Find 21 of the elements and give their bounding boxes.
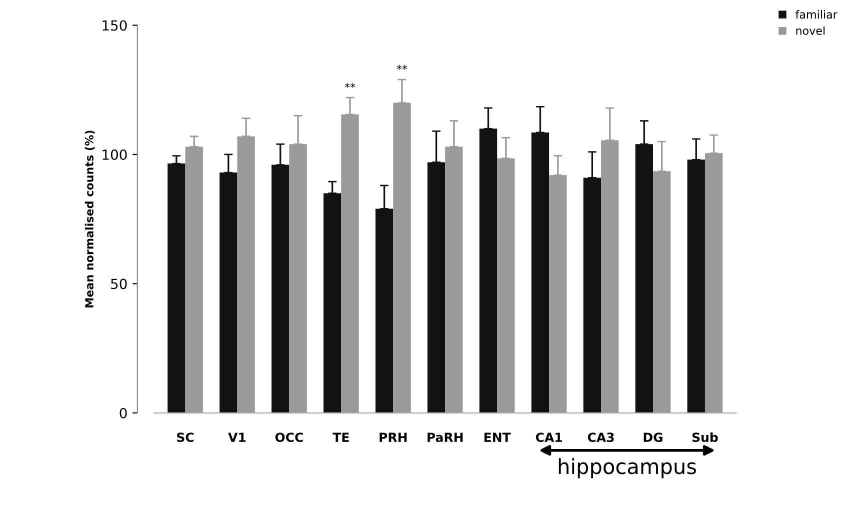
legend-label: familiar	[796, 10, 838, 19]
y-tick-label: 0	[120, 408, 127, 418]
legend-label: novel	[796, 26, 825, 35]
y-tick-label: 50	[111, 278, 127, 290]
x-tick-label: CA3	[588, 432, 614, 442]
x-tick-label: ENT	[484, 432, 511, 442]
annotation: **	[396, 64, 408, 70]
x-tick-label: V1	[228, 432, 246, 442]
x-tick-label: Sub	[692, 432, 718, 442]
x-tick-label: PaRH	[428, 432, 463, 442]
x-tick-label: SC	[177, 432, 194, 442]
x-tick-label: PRH	[380, 432, 407, 442]
x-tick-label: DG	[644, 432, 662, 442]
y-axis-title: Mean normalised counts (%)	[84, 130, 95, 308]
x-tick-label: TE	[332, 432, 349, 442]
x-tick-label: OCC	[275, 432, 303, 442]
x-tick-label: CA1	[536, 432, 562, 442]
y-tick-label: 150	[102, 20, 127, 31]
text: hippocampus	[558, 458, 696, 478]
y-tick-label: 100	[102, 149, 127, 160]
annotation: **	[344, 82, 356, 88]
